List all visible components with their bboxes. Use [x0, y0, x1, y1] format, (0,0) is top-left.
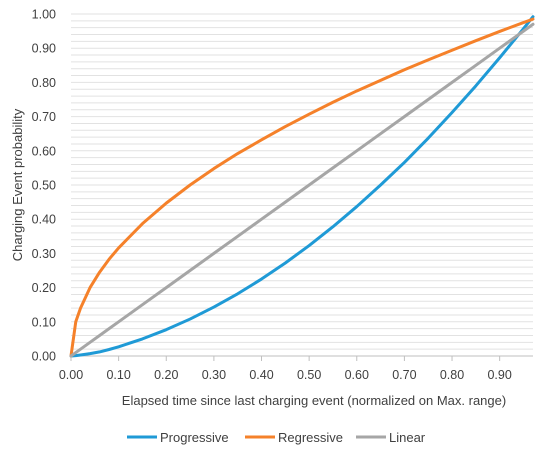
- legend: Progressive Regressive Linear: [127, 430, 426, 445]
- x-tick-label: 0.70: [392, 368, 416, 382]
- series-line-regressive: [69, 17, 535, 358]
- x-tick-label: 0.10: [106, 368, 130, 382]
- y-tick-label: 0.70: [32, 110, 56, 124]
- series-line-linear: [69, 22, 535, 358]
- y-tick-label: 0.90: [32, 42, 56, 56]
- series-lines: [69, 15, 535, 358]
- x-axis-title: Elapsed time since last charging event (…: [122, 393, 506, 408]
- x-tick-label: 0.90: [487, 368, 511, 382]
- legend-label-progressive: Progressive: [160, 430, 229, 445]
- y-tick-label: 0.20: [32, 281, 56, 295]
- x-tick-label: 0.40: [249, 368, 273, 382]
- y-tick-label: 0.10: [32, 315, 56, 329]
- axes: 0.00 0.10 0.20 0.30 0.40 0.50 0.60 0.70 0.80 0.90…: [32, 8, 533, 382]
- x-tick-label: 0.30: [202, 368, 226, 382]
- x-tick-label: 0.80: [440, 368, 464, 382]
- x-tick-label: 0.60: [345, 368, 369, 382]
- y-axis-title: Charging Event probability: [10, 108, 25, 261]
- x-tick-label: 0.50: [297, 368, 321, 382]
- x-tick-label: 0.20: [154, 368, 178, 382]
- legend-item-linear: Linear: [356, 430, 426, 445]
- legend-item-regressive: Regressive: [245, 430, 343, 445]
- y-tick-label: 0.40: [32, 213, 56, 227]
- gridlines: [71, 13, 533, 350]
- y-tick-label: 1.00: [32, 8, 56, 22]
- legend-item-progressive: Progressive: [127, 430, 229, 445]
- y-tick-label: 0.60: [32, 144, 56, 158]
- y-tick-label: 0.30: [32, 247, 56, 261]
- legend-label-linear: Linear: [389, 430, 426, 445]
- series-line-progressive: [69, 15, 535, 358]
- y-tick-label: 0.80: [32, 76, 56, 90]
- x-tick-label: 0.00: [59, 368, 83, 382]
- y-tick-label: 0.50: [32, 179, 56, 193]
- legend-label-regressive: Regressive: [278, 430, 343, 445]
- y-tick-label: 0.00: [32, 350, 56, 364]
